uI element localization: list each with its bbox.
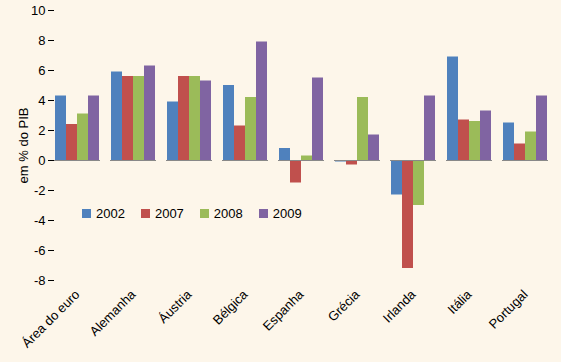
svg-text:em % do PIB: em % do PIB [16,108,31,184]
html-text:2009: 2009 [272,206,302,221]
svg-text:8: 8 [38,33,45,48]
svg-text:6: 6 [38,63,45,78]
svg-text:2: 2 [38,123,45,138]
svg-text:10: 10 [31,3,45,18]
svg-text:-8: -8 [34,273,46,288]
svg-text:-6: -6 [34,243,46,258]
svg-text:-4: -4 [34,213,46,228]
html-text:2008: 2008 [213,206,243,221]
html-text:2007: 2007 [154,206,184,221]
svg-text:Portugal: Portugal [486,287,531,332]
svg-text:Área do euro: Área do euro [19,287,83,351]
svg-text:Áustria: Áustria [155,286,195,326]
svg-text:Itália: Itália [445,286,476,317]
html-text:2002: 2002 [96,206,125,221]
svg-text:Bélgica: Bélgica [210,286,251,327]
svg-text:-2: -2 [34,183,46,198]
svg-text:Grécia: Grécia [325,286,363,324]
svg-text:Irlanda: Irlanda [380,286,419,325]
svg-text:4: 4 [38,93,45,108]
svg-text:0: 0 [38,153,45,168]
svg-text:Alemanha: Alemanha [87,286,140,339]
svg-text:Espanha: Espanha [260,286,307,333]
